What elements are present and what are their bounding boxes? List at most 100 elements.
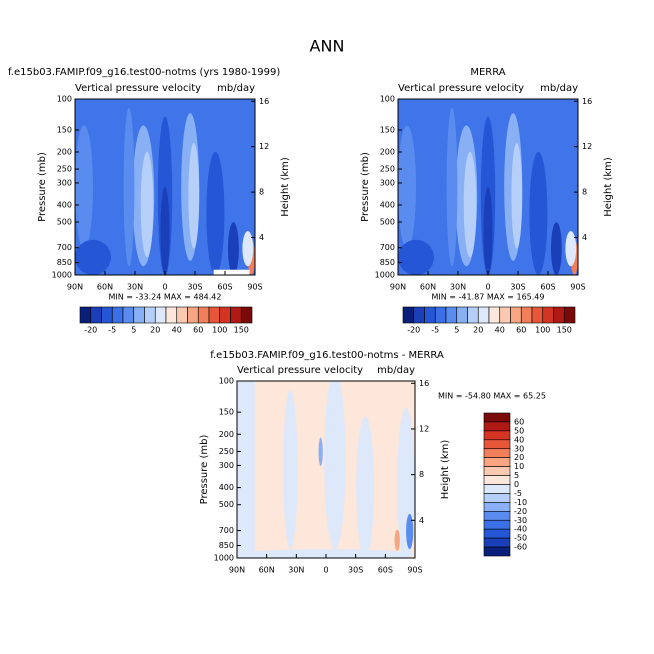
colorbar-box (197, 306, 210, 324)
colorbar-box (531, 306, 544, 324)
y-tick-label: 700 (380, 243, 395, 252)
y-tick-label: 100 (219, 377, 234, 386)
y-tick-label: 150 (380, 125, 395, 134)
contour-fill (237, 381, 255, 558)
colorbar-box (434, 306, 447, 324)
x-tick-label: 60N (420, 283, 436, 292)
y-tick-label: 250 (219, 447, 234, 456)
colorbar-box (111, 306, 124, 324)
panel-title: f.e15b03.FAMIP.f09_g16.test00-notms (yrs… (8, 67, 280, 78)
y2-axis-label: Height (km) (280, 157, 291, 217)
colorbar-box (144, 306, 156, 324)
y2-tick-label: 4 (259, 233, 264, 242)
contour-fill (242, 231, 254, 267)
subtitle-left: Vertical pressure velocity (237, 365, 363, 376)
colorbar-box (483, 484, 511, 494)
x-tick-label: 60S (540, 283, 555, 292)
y-tick-label: 400 (57, 200, 72, 209)
y-tick-label: 200 (380, 147, 395, 156)
y-tick-label: 1000 (214, 554, 234, 563)
colorbar-label: 0 (514, 480, 519, 489)
y2-tick-label: 4 (419, 516, 424, 525)
colorbar-label: 60 (516, 326, 526, 335)
colorbar-box (483, 511, 511, 521)
colorbar-box (101, 306, 113, 324)
colorbar-label: 5 (454, 326, 459, 335)
colorbar-label: -50 (514, 534, 527, 543)
subtitle-right: mb/day (217, 83, 255, 94)
contour-fill (188, 143, 200, 249)
y-tick-label: 300 (380, 178, 395, 187)
y-tick-label: 400 (380, 200, 395, 209)
colorbar-box (187, 306, 199, 324)
colorbar-box (483, 439, 511, 450)
colorbar-box (499, 306, 511, 324)
subtitle-left: Vertical pressure velocity (75, 83, 201, 94)
colorbar-label: -40 (514, 525, 527, 534)
colorbar-label: 100 (212, 326, 227, 335)
colorbar-label: -60 (514, 543, 527, 552)
colorbar-label: -5 (514, 489, 522, 498)
y-tick-label: 700 (219, 526, 234, 535)
contour-fill (283, 389, 298, 550)
contour-fill (406, 513, 414, 550)
x-tick-label: 30N (450, 283, 466, 292)
colorbar-box (477, 306, 490, 324)
y2-tick-label: 16 (582, 97, 592, 106)
colorbar-box (563, 306, 576, 324)
y2-tick-label: 12 (259, 142, 269, 151)
x-tick-label: 0 (162, 283, 167, 292)
y-tick-label: 300 (219, 461, 234, 470)
y-tick-label: 300 (57, 178, 72, 187)
x-tick-label: 30N (127, 283, 143, 292)
colorbar-box (79, 306, 92, 324)
colorbar-label: 100 (535, 326, 550, 335)
x-tick-label: 60N (97, 283, 113, 292)
y2-tick-label: 8 (259, 188, 264, 197)
y-tick-label: 500 (219, 500, 234, 509)
colorbar-label: 150 (557, 326, 572, 335)
colorbar-label: -20 (407, 326, 420, 335)
min-max: MIN = -33.24 MAX = 484.42 (108, 293, 221, 302)
y-tick-label: 1000 (375, 271, 395, 280)
y-tick-label: 850 (380, 258, 395, 267)
contour-fill (463, 151, 477, 258)
y-axis-label: Pressure (mb) (360, 152, 371, 222)
colorbar-box (483, 519, 511, 530)
y2-tick-label: 16 (419, 379, 429, 388)
colorbar-box (230, 306, 242, 324)
colorbar-box (445, 306, 458, 324)
colorbar-label: -30 (514, 516, 527, 525)
colorbar-box (483, 537, 511, 548)
colorbar-label: 60 (193, 326, 203, 335)
x-tick-label: 0 (485, 283, 490, 292)
colorbar-label: 5 (131, 326, 136, 335)
y-axis-label: Pressure (mb) (37, 152, 48, 222)
colorbar-box (122, 306, 135, 324)
y-tick-label: 250 (380, 165, 395, 174)
x-tick-label: 90S (407, 566, 422, 575)
contour-fill (75, 239, 111, 275)
y-tick-label: 100 (57, 95, 72, 104)
min-max: MIN = -41.87 MAX = 165.49 (431, 293, 544, 302)
contour-fill (529, 151, 548, 275)
contour-fill (237, 549, 415, 558)
colorbar-label: 20 (473, 326, 483, 335)
colorbar-label: 60 (514, 417, 524, 426)
x-tick-label: 30S (187, 283, 202, 292)
colorbar-label: 40 (495, 326, 505, 335)
y-tick-label: 150 (57, 125, 72, 134)
colorbar-box (553, 306, 565, 324)
contour-fill (324, 381, 346, 550)
min-max: MIN = -54.80 MAX = 65.25 (438, 392, 546, 401)
colorbar-box (510, 306, 522, 324)
y-tick-label: 850 (57, 258, 72, 267)
y-tick-label: 200 (219, 430, 234, 439)
y-tick-label: 150 (219, 408, 234, 417)
colorbar-box (488, 306, 501, 324)
colorbar-label: 30 (514, 444, 524, 453)
colorbar-label: 40 (514, 435, 524, 444)
x-tick-label: 30S (510, 283, 525, 292)
contour-fill (123, 107, 135, 267)
contour-fill (206, 151, 225, 275)
